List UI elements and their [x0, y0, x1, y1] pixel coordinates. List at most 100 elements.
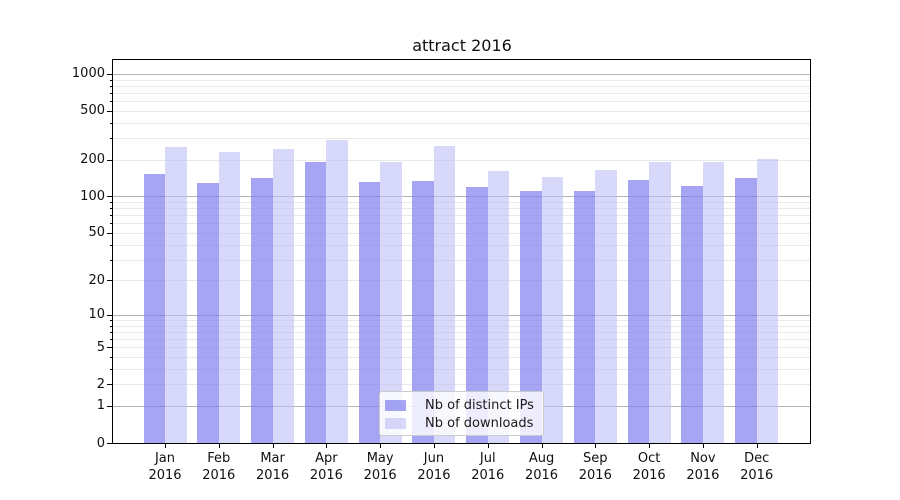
- bar-downloads-feb: [218, 152, 241, 443]
- y-tick-mark: [107, 314, 112, 316]
- y-tick-label: 50: [88, 225, 105, 241]
- bar-distinct-ips-may: [358, 181, 381, 443]
- minor-gridline: [113, 223, 810, 225]
- x-tick-label: Jun 2016: [417, 451, 451, 483]
- minor-gridline: [113, 244, 810, 246]
- legend-item-downloads: Nb of downloads: [380, 414, 543, 432]
- y-minor-tick-mark: [110, 138, 113, 140]
- minor-gridline: [113, 85, 810, 87]
- bar-downloads-apr: [326, 139, 348, 443]
- bar-distinct-ips-jul: [466, 186, 488, 443]
- y-minor-tick-mark: [110, 259, 113, 261]
- x-tick-mark: [541, 444, 543, 448]
- bar-distinct-ips-nov: [681, 185, 703, 443]
- x-tick-label: May 2016: [363, 451, 397, 483]
- x-tick-mark: [380, 444, 382, 448]
- bar-downloads-dec: [756, 159, 779, 443]
- y-minor-tick-mark: [110, 92, 113, 94]
- minor-gridline: [113, 215, 810, 217]
- y-minor-tick-mark: [110, 122, 113, 124]
- bar-distinct-ips-apr: [304, 162, 327, 443]
- y-minor-tick-mark: [110, 357, 113, 359]
- major-gridline: [113, 73, 810, 75]
- x-tick-mark: [595, 444, 597, 448]
- minor-gridline: [113, 110, 810, 112]
- major-gridline: [113, 196, 810, 198]
- minor-gridline: [113, 259, 810, 261]
- y-tick-label: 10: [88, 307, 105, 323]
- minor-gridline: [113, 368, 810, 370]
- y-tick-mark: [107, 110, 112, 112]
- x-tick-label: Mar 2016: [256, 451, 290, 483]
- y-minor-tick-mark: [110, 368, 113, 370]
- y-tick-mark: [107, 443, 112, 444]
- bar-downloads-jan: [165, 146, 187, 443]
- legend: Nb of distinct IPs Nb of downloads: [379, 391, 544, 436]
- legend-label-distinct-ips: Nb of distinct IPs: [425, 397, 534, 413]
- x-tick-label: Feb 2016: [202, 451, 236, 483]
- minor-gridline: [113, 92, 810, 94]
- x-tick-label: Dec 2016: [740, 451, 774, 483]
- y-tick-mark: [107, 196, 112, 198]
- y-tick-mark: [107, 232, 112, 234]
- minor-gridline: [113, 325, 810, 327]
- y-minor-tick-mark: [110, 79, 113, 81]
- y-minor-tick-mark: [110, 101, 113, 103]
- bar-distinct-ips-jan: [143, 173, 165, 443]
- chart-title: attract 2016: [412, 36, 512, 55]
- y-minor-tick-mark: [110, 223, 113, 225]
- minor-gridline: [113, 320, 810, 321]
- minor-gridline: [113, 122, 810, 124]
- y-tick-label: 0: [96, 435, 105, 451]
- minor-gridline: [113, 138, 810, 140]
- x-tick-mark: [326, 444, 328, 448]
- x-tick-mark: [756, 444, 758, 448]
- bar-downloads-jul: [487, 170, 510, 443]
- minor-gridline: [113, 232, 810, 234]
- x-tick-mark: [218, 444, 220, 448]
- legend-item-distinct-ips: Nb of distinct IPs: [380, 396, 543, 414]
- bar-distinct-ips-aug: [520, 190, 542, 443]
- minor-gridline: [113, 331, 810, 333]
- minor-gridline: [113, 384, 810, 386]
- y-tick-label: 100: [80, 188, 105, 204]
- bar-downloads-jun: [433, 145, 456, 443]
- bar-distinct-ips-oct: [627, 180, 650, 443]
- x-tick-label: Jan 2016: [148, 451, 182, 483]
- legend-swatch-downloads: [385, 417, 406, 429]
- bar-distinct-ips-dec: [735, 177, 757, 443]
- y-tick-label: 2: [96, 376, 105, 392]
- y-minor-tick-mark: [110, 244, 113, 246]
- minor-gridline: [113, 280, 810, 282]
- y-minor-tick-mark: [110, 202, 113, 204]
- x-tick-mark: [649, 444, 651, 448]
- y-tick-label: 5: [96, 339, 105, 355]
- y-tick-mark: [107, 73, 112, 75]
- bar-distinct-ips-mar: [251, 177, 273, 443]
- y-minor-tick-mark: [110, 85, 113, 87]
- bar-downloads-mar: [272, 148, 295, 443]
- x-tick-label: Apr 2016: [309, 451, 343, 483]
- minor-gridline: [113, 202, 810, 204]
- x-tick-label: Aug 2016: [524, 451, 559, 483]
- y-minor-tick-mark: [110, 325, 113, 327]
- major-gridline: [113, 314, 810, 316]
- y-tick-mark: [107, 405, 112, 407]
- minor-gridline: [113, 79, 810, 81]
- x-tick-label: Sep 2016: [578, 451, 612, 483]
- y-minor-tick-mark: [110, 320, 113, 321]
- x-tick-mark: [487, 444, 489, 448]
- minor-gridline: [113, 159, 810, 161]
- minor-gridline: [113, 347, 810, 349]
- legend-swatch-distinct-ips: [385, 399, 406, 411]
- x-tick-label: Nov 2016: [686, 451, 720, 483]
- y-tick-mark: [107, 280, 112, 282]
- plot-border: [112, 59, 811, 444]
- x-tick-mark: [272, 444, 274, 448]
- x-tick-mark: [702, 444, 704, 448]
- bar-downloads-nov: [702, 162, 725, 443]
- x-tick-mark: [165, 444, 166, 448]
- x-tick-label: Jul 2016: [471, 451, 505, 483]
- y-tick-label: 500: [80, 103, 105, 119]
